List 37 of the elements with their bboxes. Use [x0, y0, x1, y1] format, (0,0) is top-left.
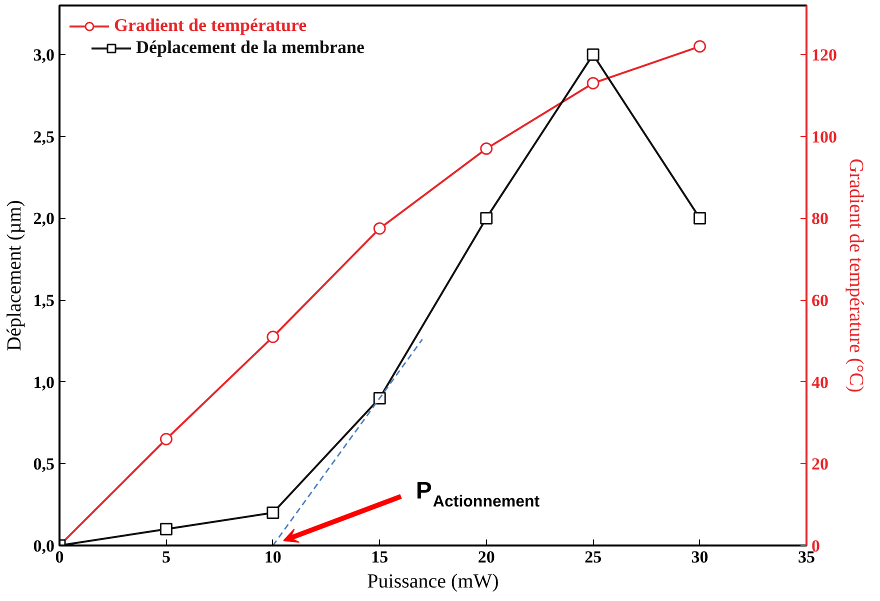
x-tick-label: 20 [478, 548, 495, 566]
point [160, 522, 172, 536]
point [266, 330, 280, 344]
y-tick-label: 3,0 [33, 46, 54, 65]
x-tick-label: 15 [371, 548, 388, 566]
x-tick-label: 5 [162, 548, 170, 566]
y-axis-title: Déplacement (µm) [3, 200, 26, 351]
point [586, 76, 600, 90]
point [266, 506, 280, 520]
point [586, 48, 600, 61]
legend-label: Déplacement de la membrane [136, 37, 364, 58]
x-tick-label: 10 [264, 548, 282, 566]
x-tick-label: 0 [55, 548, 64, 566]
point [480, 142, 493, 155]
point [480, 212, 493, 224]
point [694, 212, 706, 224]
y2-tick-label: 80 [812, 209, 828, 228]
y-tick-label: 1,5 [33, 291, 54, 310]
y-tick-label: 2,0 [33, 209, 54, 228]
y2-tick-label: 100 [812, 127, 837, 146]
point [373, 222, 386, 235]
y-tick-label: 0,5 [33, 454, 54, 474]
point [160, 432, 172, 446]
y-tick-label: 2,5 [33, 127, 54, 146]
y2-tick-label: 60 [812, 291, 828, 310]
y2-tick-label: 20 [812, 454, 828, 474]
y2-tick-label: 120 [812, 46, 837, 65]
y2-axis-title: Gradient de température (°C) [845, 158, 867, 393]
x-tick-label: 30 [691, 548, 708, 566]
x-tick-label: 25 [584, 548, 602, 566]
y-tick-label: 0,0 [33, 536, 54, 556]
y-tick-label: 1,0 [33, 372, 54, 392]
legend-label: Gradient de température [114, 15, 307, 36]
x-axis-title: Puissance (mW) [367, 570, 499, 592]
point [694, 40, 706, 53]
y2-tick-label: 40 [812, 372, 828, 392]
point [373, 392, 386, 404]
